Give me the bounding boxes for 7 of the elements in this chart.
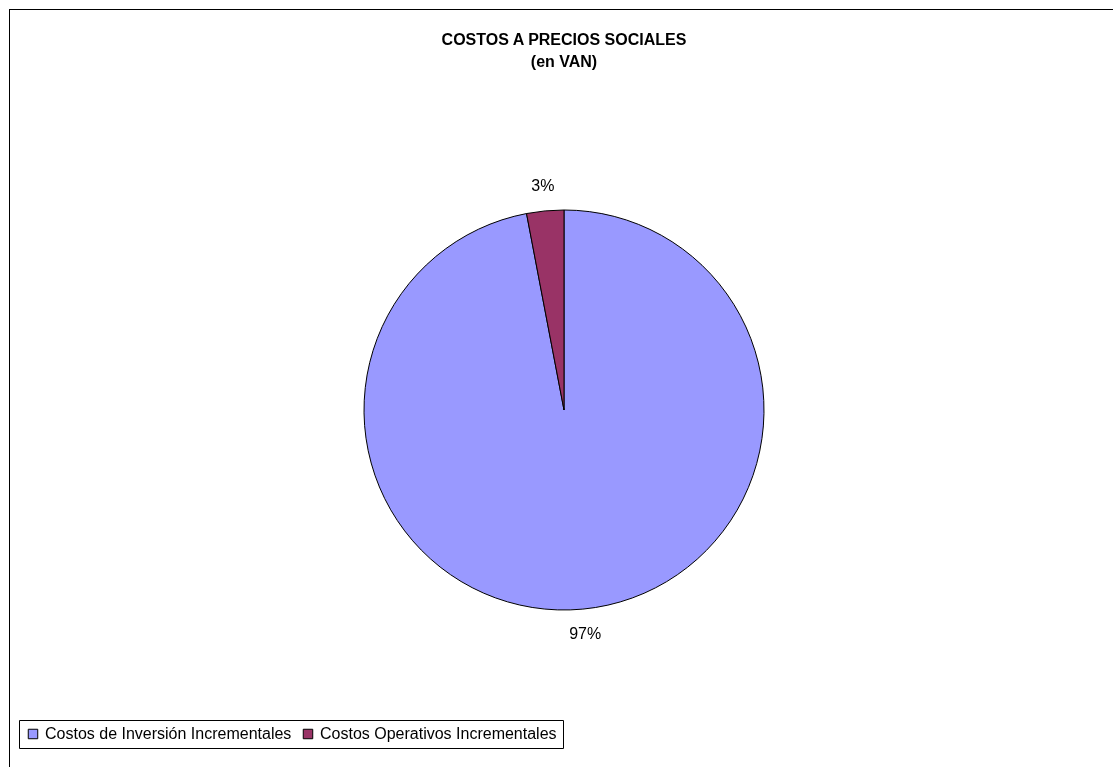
data-label: 97% xyxy=(569,625,602,642)
pie-slice xyxy=(363,209,765,611)
chart-title: COSTOS A PRECIOS SOCIALES xyxy=(441,31,687,48)
data-label: 3% xyxy=(531,177,555,194)
legend-label: Costos Operativos Incrementales xyxy=(320,725,557,742)
chart-subtitle: (en VAN) xyxy=(530,53,598,70)
legend-label: Costos de Inversión Incrementales xyxy=(45,725,292,742)
